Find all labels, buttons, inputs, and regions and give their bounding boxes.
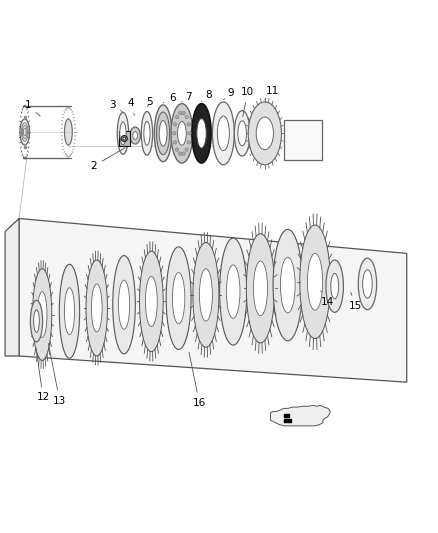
Ellipse shape: [159, 120, 167, 146]
Text: 16: 16: [189, 352, 206, 408]
Ellipse shape: [120, 122, 126, 145]
Ellipse shape: [254, 261, 268, 316]
Circle shape: [187, 141, 191, 144]
Text: 11: 11: [265, 85, 279, 100]
Ellipse shape: [37, 292, 47, 337]
Text: 15: 15: [349, 292, 362, 311]
Text: 13: 13: [48, 343, 66, 406]
Ellipse shape: [193, 243, 219, 348]
Circle shape: [123, 138, 126, 140]
Ellipse shape: [117, 112, 129, 154]
Ellipse shape: [34, 310, 39, 333]
Ellipse shape: [217, 116, 230, 151]
Ellipse shape: [326, 260, 343, 312]
Ellipse shape: [32, 269, 52, 360]
FancyBboxPatch shape: [285, 120, 321, 159]
Text: 14: 14: [321, 290, 334, 308]
Ellipse shape: [280, 257, 295, 313]
Circle shape: [178, 111, 182, 115]
Text: 6: 6: [163, 93, 176, 103]
Circle shape: [185, 115, 188, 119]
Ellipse shape: [219, 238, 247, 345]
Ellipse shape: [20, 119, 29, 145]
Ellipse shape: [171, 103, 193, 163]
Circle shape: [173, 141, 177, 144]
Ellipse shape: [86, 260, 107, 356]
Ellipse shape: [358, 258, 377, 310]
Polygon shape: [19, 219, 407, 382]
Text: 2: 2: [90, 148, 125, 171]
Text: 4: 4: [127, 98, 134, 115]
Ellipse shape: [59, 264, 80, 358]
Text: 1: 1: [25, 100, 40, 116]
Text: 5: 5: [146, 97, 152, 107]
Ellipse shape: [156, 112, 170, 155]
Ellipse shape: [92, 284, 102, 332]
Circle shape: [188, 132, 191, 135]
Circle shape: [185, 148, 188, 151]
Circle shape: [121, 135, 127, 142]
Ellipse shape: [177, 122, 186, 145]
Ellipse shape: [133, 132, 138, 139]
Circle shape: [187, 123, 191, 126]
Ellipse shape: [199, 269, 212, 321]
Text: 3: 3: [109, 100, 122, 111]
Text: 9: 9: [223, 88, 234, 100]
Circle shape: [182, 152, 185, 155]
Polygon shape: [271, 405, 330, 426]
Ellipse shape: [144, 122, 150, 146]
Circle shape: [178, 152, 182, 155]
Ellipse shape: [256, 117, 273, 150]
Ellipse shape: [273, 229, 303, 341]
Text: 8: 8: [201, 90, 212, 101]
Circle shape: [175, 148, 179, 151]
Ellipse shape: [226, 265, 240, 318]
Ellipse shape: [300, 225, 330, 338]
Ellipse shape: [130, 127, 141, 144]
Ellipse shape: [212, 102, 234, 165]
Ellipse shape: [363, 270, 372, 298]
Ellipse shape: [64, 288, 74, 335]
Ellipse shape: [154, 105, 172, 161]
Ellipse shape: [246, 234, 275, 343]
Ellipse shape: [141, 111, 152, 155]
Ellipse shape: [307, 253, 323, 310]
Ellipse shape: [118, 280, 130, 329]
Ellipse shape: [113, 256, 135, 354]
Ellipse shape: [64, 119, 72, 145]
Text: 7: 7: [182, 92, 192, 102]
Ellipse shape: [166, 247, 191, 350]
Ellipse shape: [248, 102, 282, 165]
Circle shape: [173, 123, 177, 126]
Ellipse shape: [30, 300, 42, 342]
Polygon shape: [5, 219, 19, 356]
Ellipse shape: [192, 103, 211, 163]
Ellipse shape: [173, 272, 185, 324]
Ellipse shape: [145, 276, 157, 327]
Circle shape: [175, 115, 179, 119]
Circle shape: [173, 132, 176, 135]
Ellipse shape: [197, 118, 206, 148]
Circle shape: [182, 111, 185, 115]
Text: 10: 10: [241, 87, 254, 117]
Ellipse shape: [139, 251, 163, 352]
Ellipse shape: [238, 121, 247, 146]
Ellipse shape: [331, 273, 339, 299]
FancyBboxPatch shape: [119, 131, 130, 147]
Text: 12: 12: [36, 348, 49, 402]
Ellipse shape: [234, 111, 250, 156]
